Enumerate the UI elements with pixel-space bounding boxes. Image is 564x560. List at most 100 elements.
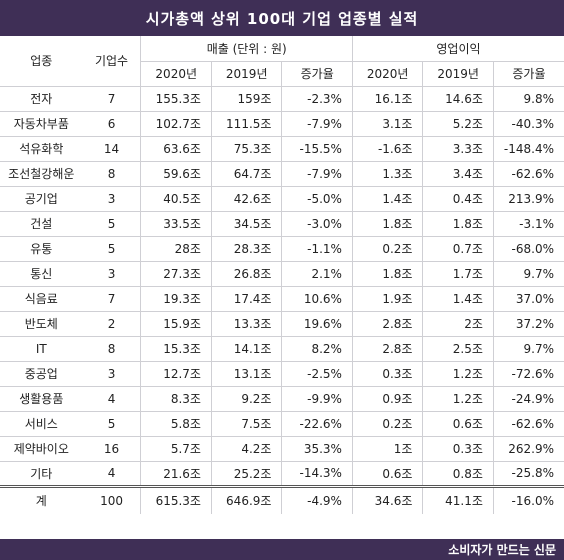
- cell-op-growth: 213.9%: [492, 186, 564, 212]
- table-body: 전자 7 155.3조 159조 -2.3% 16.1조 14.6조 9.8% 자동차부품 6 10…: [0, 85, 564, 487]
- cell-op-2020: 2.8조: [351, 311, 423, 337]
- header-op-2019: 2019년: [422, 61, 494, 87]
- header-sales-2020: 2020년: [140, 61, 212, 87]
- table-row: 전자 7 155.3조 159조 -2.3% 16.1조 14.6조 9.8%: [0, 85, 564, 112]
- cell-sales-2020: 40.5조: [140, 186, 212, 212]
- cell-sales-growth: -14.3%: [281, 461, 353, 487]
- table-row: 제약바이오 16 5.7조 4.2조 35.3% 1조 0.3조 262.9%: [0, 436, 564, 462]
- cell-sales-2019: 34.5조: [210, 211, 282, 237]
- cell-op-2020: 16.1조: [351, 85, 423, 112]
- cell-op-2019: 0.3조: [422, 436, 494, 462]
- table-row: 건설 5 33.5조 34.5조 -3.0% 1.8조 1.8조 -3.1%: [0, 211, 564, 237]
- table-row: 식음료 7 19.3조 17.4조 10.6% 1.9조 1.4조 37.0%: [0, 286, 564, 312]
- cell-industry: 전자: [0, 85, 83, 112]
- cell-count: 4: [82, 386, 141, 412]
- cell-op-growth: -72.6%: [492, 361, 564, 387]
- cell-sales-growth: -9.9%: [281, 386, 353, 412]
- cell-op-growth: 37.2%: [492, 311, 564, 337]
- cell-op-growth: 9.7%: [492, 261, 564, 287]
- cell-sales-2019: 17.4조: [210, 286, 282, 312]
- cell-op-2020: 1.9조: [351, 286, 423, 312]
- total-sales-2020: 615.3조: [140, 484, 212, 514]
- cell-op-growth: 37.0%: [492, 286, 564, 312]
- cell-op-growth: -24.9%: [492, 386, 564, 412]
- cell-sales-growth: 8.2%: [281, 336, 353, 362]
- cell-op-growth: 262.9%: [492, 436, 564, 462]
- cell-op-2019: 1.8조: [422, 211, 494, 237]
- cell-industry: 건설: [0, 211, 83, 237]
- table-row: 조선철강해운 8 59.6조 64.7조 -7.9% 1.3조 3.4조 -62.6%: [0, 161, 564, 187]
- cell-sales-2020: 5.7조: [140, 436, 212, 462]
- cell-op-2019: 1.4조: [422, 286, 494, 312]
- cell-sales-2020: 102.7조: [140, 111, 212, 137]
- cell-sales-2020: 27.3조: [140, 261, 212, 287]
- cell-count: 14: [82, 136, 141, 162]
- cell-sales-growth: -3.0%: [281, 211, 353, 237]
- total-row: 계 100 615.3조 646.9조 -4.9% 34.6조 41.1조 -1…: [0, 484, 564, 514]
- cell-sales-growth: 10.6%: [281, 286, 353, 312]
- cell-count: 8: [82, 161, 141, 187]
- cell-sales-growth: 35.3%: [281, 436, 353, 462]
- cell-industry: 제약바이오: [0, 436, 83, 462]
- cell-op-growth: -148.4%: [492, 136, 564, 162]
- cell-sales-2019: 4.2조: [210, 436, 282, 462]
- cell-sales-2019: 9.2조: [210, 386, 282, 412]
- industry-performance-table: 업종 기업수 매출 (단위 : 원) 영업이익 2020년 2019년 증가율 …: [0, 36, 564, 514]
- header-op-2020: 2020년: [351, 61, 423, 87]
- cell-sales-growth: -2.5%: [281, 361, 353, 387]
- table-row: 기타 4 21.6조 25.2조 -14.3% 0.6조 0.8조 -25.8%: [0, 461, 564, 487]
- cell-sales-2020: 8.3조: [140, 386, 212, 412]
- table-row: 서비스 5 5.8조 7.5조 -22.6% 0.2조 0.6조 -62.6%: [0, 411, 564, 437]
- cell-op-2019: 2조: [422, 311, 494, 337]
- cell-sales-2020: 63.6조: [140, 136, 212, 162]
- cell-count: 5: [82, 211, 141, 237]
- table-row: 중공업 3 12.7조 13.1조 -2.5% 0.3조 1.2조 -72.6%: [0, 361, 564, 387]
- cell-sales-growth: -7.9%: [281, 161, 353, 187]
- total-sales-2019: 646.9조: [210, 484, 282, 514]
- cell-sales-2020: 19.3조: [140, 286, 212, 312]
- cell-sales-2020: 15.3조: [140, 336, 212, 362]
- cell-op-2019: 2.5조: [422, 336, 494, 362]
- cell-op-growth: -3.1%: [492, 211, 564, 237]
- cell-op-2020: 3.1조: [351, 111, 423, 137]
- cell-op-2020: 1.4조: [351, 186, 423, 212]
- total-count: 100: [82, 484, 141, 514]
- cell-industry: 기타: [0, 461, 83, 487]
- cell-op-2020: 0.2조: [351, 236, 423, 262]
- cell-sales-2020: 15.9조: [140, 311, 212, 337]
- cell-count: 7: [82, 286, 141, 312]
- cell-industry: 석유화학: [0, 136, 83, 162]
- total-label: 계: [0, 484, 83, 514]
- cell-op-growth: -25.8%: [492, 461, 564, 487]
- cell-sales-growth: 19.6%: [281, 311, 353, 337]
- table-row: 석유화학 14 63.6조 75.3조 -15.5% -1.6조 3.3조 -148.4%: [0, 136, 564, 162]
- cell-op-2019: 0.6조: [422, 411, 494, 437]
- cell-op-2019: 0.8조: [422, 461, 494, 487]
- table-row: 유통 5 28조 28.3조 -1.1% 0.2조 0.7조 -68.0%: [0, 236, 564, 262]
- cell-sales-2019: 25.2조: [210, 461, 282, 487]
- cell-op-growth: -40.3%: [492, 111, 564, 137]
- cell-sales-2019: 64.7조: [210, 161, 282, 187]
- table-title: 시가총액 상위 100대 기업 업종별 실적: [0, 0, 564, 36]
- header-op-growth: 증가율: [492, 61, 564, 87]
- cell-count: 16: [82, 436, 141, 462]
- cell-sales-2020: 5.8조: [140, 411, 212, 437]
- cell-industry: 중공업: [0, 361, 83, 387]
- cell-op-growth: 9.7%: [492, 336, 564, 362]
- cell-op-growth: -62.6%: [492, 411, 564, 437]
- cell-industry: 생활용품: [0, 386, 83, 412]
- cell-sales-2020: 59.6조: [140, 161, 212, 187]
- cell-sales-2019: 13.1조: [210, 361, 282, 387]
- cell-op-growth: -62.6%: [492, 161, 564, 187]
- cell-industry: 서비스: [0, 411, 83, 437]
- cell-op-2019: 0.4조: [422, 186, 494, 212]
- table-row: 반도체 2 15.9조 13.3조 19.6% 2.8조 2조 37.2%: [0, 311, 564, 337]
- cell-count: 5: [82, 236, 141, 262]
- cell-industry: 식음료: [0, 286, 83, 312]
- cell-industry: 공기업: [0, 186, 83, 212]
- cell-count: 2: [82, 311, 141, 337]
- cell-industry: 유통: [0, 236, 83, 262]
- cell-op-2020: 1.8조: [351, 211, 423, 237]
- cell-industry: IT: [0, 336, 83, 362]
- cell-op-2019: 1.2조: [422, 361, 494, 387]
